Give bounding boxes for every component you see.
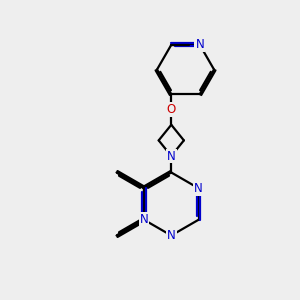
- Text: O: O: [167, 103, 176, 116]
- Text: N: N: [195, 38, 204, 51]
- Text: N: N: [167, 229, 176, 242]
- Text: N: N: [167, 149, 176, 163]
- Text: N: N: [194, 182, 203, 195]
- Text: N: N: [140, 213, 148, 226]
